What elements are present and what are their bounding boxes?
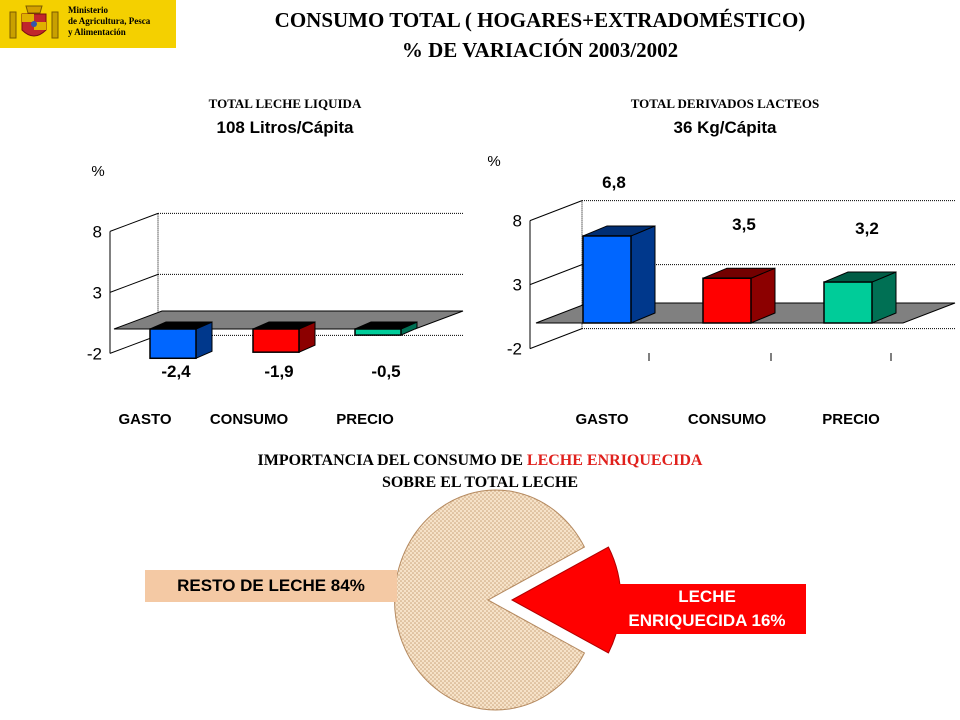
- axis-depth-line: [529, 264, 583, 286]
- chart2-subtitle: 36 Kg/Cápita: [673, 118, 777, 137]
- chart1-title: TOTAL LECHE LIQUIDA: [208, 96, 362, 111]
- bar-precio: [823, 271, 897, 324]
- page-subtitle: % DE VARIACIÓN 2003/2002: [401, 38, 679, 62]
- axis-depth-line: [529, 328, 583, 350]
- category-label: CONSUMO: [210, 411, 289, 428]
- y-tick-label: 3: [93, 283, 102, 302]
- page-title: CONSUMO TOTAL ( HOGARES+EXTRADOMÉSTICO): [274, 8, 806, 32]
- data-label: -1,9: [264, 362, 293, 381]
- y-axis-label: %: [487, 153, 500, 170]
- pie-label-resto: RESTO DE LECHE 84%: [145, 570, 397, 602]
- axis-depth-line: [109, 212, 159, 232]
- y-tick-label: 3: [513, 276, 522, 295]
- bar-front: [823, 281, 873, 324]
- pie-title-highlight: LECHE ENRIQUECIDA: [526, 452, 703, 469]
- bar-front: [149, 328, 197, 360]
- bar-front: [582, 235, 632, 324]
- pie-title: IMPORTANCIA DEL CONSUMO DE LECHE ENRIQUE…: [150, 452, 810, 470]
- bar-consumo: [702, 267, 776, 324]
- y-tick-label: -2: [507, 340, 522, 359]
- chart2-title: TOTAL DERIVADOS LACTEOS: [630, 96, 820, 111]
- category-label: PRECIO: [336, 411, 394, 428]
- bar-front: [354, 328, 402, 336]
- axis-depth-line: [109, 273, 159, 293]
- bar-front: [702, 277, 752, 324]
- logo-line: y Alimentación: [68, 27, 126, 37]
- logo-line: de Agricultura, Pesca: [68, 16, 151, 26]
- bar-gasto: [582, 225, 656, 324]
- bar-consumo: [252, 321, 316, 353]
- pie-label-enriquecida-line1: LECHE: [678, 587, 736, 606]
- data-label: 6,8: [602, 173, 626, 192]
- bar-precio: [354, 321, 418, 336]
- data-label: -0,5: [371, 362, 400, 381]
- category-label: PRECIO: [822, 411, 880, 428]
- axis-depth-line: [529, 200, 583, 222]
- bar-front: [252, 328, 300, 353]
- coat-of-arms-icon: [9, 5, 59, 39]
- bar-gasto: [149, 321, 213, 360]
- pie-title-line2: SOBRE EL TOTAL LECHE: [381, 474, 579, 491]
- y-tick-label: 8: [93, 222, 102, 241]
- category-label: GASTO: [575, 411, 628, 428]
- logo-line: Ministerio: [68, 5, 108, 15]
- y-tick-label: -2: [87, 344, 102, 363]
- y-axis-label: %: [91, 163, 104, 180]
- chart1-subtitle: 108 Litros/Cápita: [216, 118, 354, 137]
- y-tick-label: 8: [513, 212, 522, 231]
- ministry-logo: Ministerio de Agricultura, Pesca y Alime…: [0, 0, 176, 48]
- pie-label-enriquecida-line2: ENRIQUECIDA 16%: [628, 611, 786, 630]
- pie-label-enriquecida: LECHE ENRIQUECIDA 16%: [608, 584, 806, 634]
- category-label: GASTO: [118, 411, 171, 428]
- data-label: -2,4: [161, 362, 191, 381]
- data-label: 3,2: [855, 219, 879, 238]
- pie-title-prefix: IMPORTANCIA DEL CONSUMO DE: [257, 452, 527, 469]
- data-label: 3,5: [732, 215, 756, 234]
- category-label: CONSUMO: [688, 411, 767, 428]
